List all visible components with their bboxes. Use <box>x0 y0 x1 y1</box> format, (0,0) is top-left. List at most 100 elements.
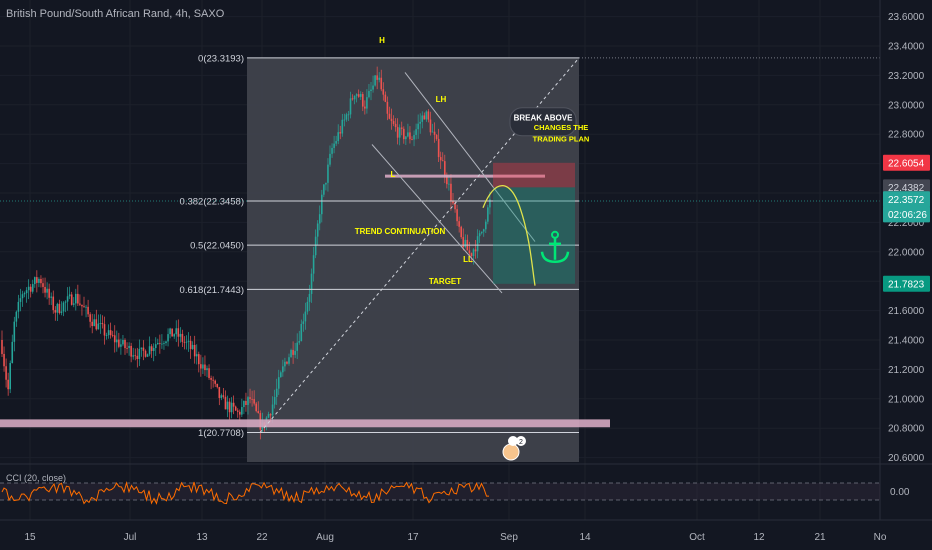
candle <box>232 402 235 407</box>
candle <box>269 414 272 416</box>
price-badge-bg <box>883 154 930 171</box>
candle <box>212 379 214 381</box>
event-count-bubble <box>516 436 526 446</box>
candle <box>62 302 65 312</box>
price-badge: 22.6054 <box>883 154 930 171</box>
candle <box>157 342 159 345</box>
candle <box>44 286 46 293</box>
cci-band <box>0 483 880 500</box>
candle <box>19 298 22 302</box>
candle <box>89 314 91 322</box>
candle <box>224 396 227 410</box>
candle <box>7 379 9 390</box>
pattern-label: L <box>391 170 396 179</box>
candle <box>226 401 229 410</box>
candle <box>290 349 292 358</box>
candle <box>9 363 11 390</box>
candle <box>195 354 198 357</box>
candle <box>138 348 141 359</box>
cci-tick-label: 0.00 <box>890 487 910 498</box>
candle <box>333 143 335 148</box>
candle <box>321 194 323 215</box>
candle <box>314 236 317 256</box>
callout-bubble: BREAK ABOVE <box>509 107 577 137</box>
candle <box>403 128 405 140</box>
candle <box>42 283 44 287</box>
candle <box>136 355 139 359</box>
candle <box>482 229 485 232</box>
projection-curve <box>482 185 536 286</box>
candle <box>405 136 407 140</box>
candle <box>280 372 282 378</box>
candle <box>425 111 428 120</box>
candle <box>52 296 55 311</box>
candle <box>11 341 14 364</box>
candle <box>427 111 430 120</box>
price-badge-text: 22.3572 <box>888 195 925 206</box>
candle <box>386 101 389 114</box>
y-tick-label: 22.0000 <box>888 247 925 258</box>
candle <box>25 290 28 294</box>
candle <box>448 183 450 185</box>
candle <box>23 293 26 295</box>
candle <box>267 414 270 418</box>
candle <box>273 397 276 405</box>
x-tick-label: Jul <box>124 532 137 543</box>
price-axis: 23.6000 23.4000 23.2000 23.0000 22.8000 22.60… <box>879 0 930 520</box>
candle <box>58 303 61 313</box>
candle <box>66 296 69 302</box>
y-tick-label: 23.4000 <box>888 42 925 53</box>
candle <box>286 361 288 364</box>
pattern-label: LL <box>463 255 473 264</box>
candle <box>68 294 71 297</box>
candle <box>236 410 239 412</box>
candle <box>77 293 79 304</box>
candle <box>489 199 491 208</box>
candle <box>325 182 327 185</box>
candle <box>154 344 157 349</box>
candle <box>470 253 473 256</box>
candle <box>187 340 190 342</box>
candle <box>204 364 206 371</box>
candle <box>13 321 16 342</box>
resistance-band <box>385 174 545 178</box>
candle <box>72 303 75 305</box>
support-band <box>0 419 610 428</box>
price-badge-bg <box>883 275 930 292</box>
x-tick-label: Sep <box>500 532 518 543</box>
candle <box>409 132 411 140</box>
candle <box>423 115 426 120</box>
candle <box>294 350 296 355</box>
candle <box>99 323 102 324</box>
candle <box>439 157 442 161</box>
candle <box>310 273 313 294</box>
candles <box>1 66 491 440</box>
candle <box>441 160 444 162</box>
y-tick-label: 21.0000 <box>888 394 925 405</box>
candle <box>134 355 137 357</box>
candle <box>122 339 124 345</box>
pattern-label: TREND CONTINUATION <box>355 227 446 236</box>
candle <box>40 278 42 284</box>
fib-label: 0.618(21.7443) <box>180 285 244 296</box>
candle <box>228 401 231 413</box>
candle <box>446 175 448 185</box>
price-badge: 22.3572 <box>883 191 930 208</box>
fib-label: 0.382(22.3458) <box>180 196 244 207</box>
candle <box>249 397 251 399</box>
event-circle <box>502 443 520 461</box>
candle <box>128 345 130 349</box>
candle <box>116 339 118 343</box>
candle <box>17 301 20 312</box>
cci-label: CCI (20, close) <box>6 473 66 483</box>
candle <box>407 132 409 137</box>
callout-note: TRADING PLAN <box>533 135 590 144</box>
price-badge: 21.7823 <box>883 275 930 292</box>
y-tick-label: 22.2000 <box>888 218 925 229</box>
candle <box>243 400 245 408</box>
candle <box>419 121 421 124</box>
candle <box>50 296 52 298</box>
x-tick-label: 22 <box>256 532 268 543</box>
y-tick-label: 21.6000 <box>888 306 925 317</box>
